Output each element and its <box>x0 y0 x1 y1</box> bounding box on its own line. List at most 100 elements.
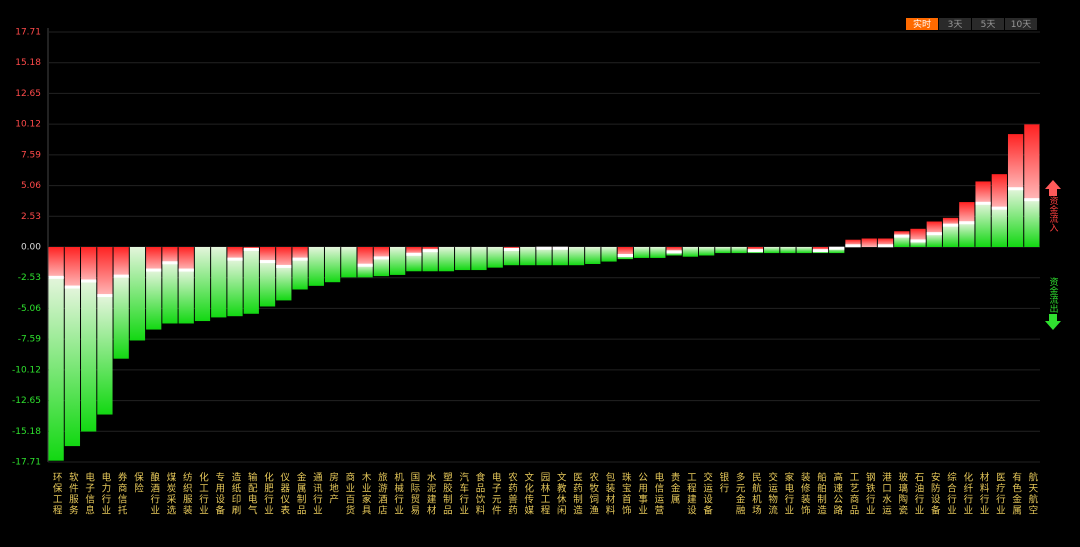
outflow-segment <box>406 254 422 272</box>
separator <box>536 246 552 250</box>
outflow-segment <box>926 233 942 247</box>
inflow-segment <box>1024 124 1040 200</box>
x-tick-label: 农牧饲渔 <box>587 471 599 516</box>
x-tick-label: 软件服务 <box>67 471 79 516</box>
x-tick-label: 造纸印刷 <box>230 471 242 516</box>
outflow-segment <box>910 240 926 247</box>
x-tick-label: 通讯行业 <box>311 472 323 516</box>
separator <box>357 263 373 267</box>
separator <box>926 232 942 236</box>
outflow-segment <box>422 250 438 272</box>
outflow-segment <box>390 247 406 275</box>
x-tick-label: 食品饮料 <box>473 471 485 516</box>
inflow-segment <box>845 239 861 246</box>
x-tick-label: 电力行业 <box>99 471 111 516</box>
x-tick-label: 有色金属 <box>1010 471 1022 516</box>
outflow-segment <box>698 247 715 256</box>
outflow-segment <box>455 247 471 271</box>
tab[interactable] <box>939 18 971 30</box>
x-tick-label: 公用事业 <box>636 472 648 516</box>
x-tick-label: 石油行业 <box>913 472 925 516</box>
outflow-segment <box>276 266 292 301</box>
inflow-segment <box>666 247 682 252</box>
x-tick-label: 电子元件 <box>490 471 502 516</box>
outflow-segment <box>471 247 487 271</box>
y-tick-label: 7.59 <box>21 150 41 160</box>
separator <box>552 246 568 250</box>
x-tick-label: 综合行业 <box>945 471 957 516</box>
y-tick-label: 12.65 <box>15 89 41 99</box>
separator <box>276 264 292 268</box>
inflow-segment <box>747 247 764 251</box>
inflow-segment <box>975 181 991 204</box>
separator <box>97 294 113 298</box>
outflow-segment <box>715 247 731 254</box>
inflow-segment <box>178 247 194 271</box>
tab[interactable] <box>972 18 1004 30</box>
separator <box>162 261 178 265</box>
x-tick-label: 航天航空 <box>1026 471 1038 516</box>
inflow-segment <box>292 247 308 260</box>
outflow-segment <box>959 222 975 247</box>
outflow-segment <box>780 247 796 254</box>
separator <box>178 268 194 272</box>
separator <box>991 206 1007 210</box>
side-in: 资金流入 <box>1045 180 1061 232</box>
separator <box>48 275 64 279</box>
x-tick-label: 环保工程 <box>51 472 63 516</box>
outflow-segment <box>48 277 64 461</box>
outflow-segment <box>796 247 812 254</box>
y-tick-label: -17.71 <box>12 458 41 468</box>
outflow-segment <box>894 236 910 247</box>
x-tick-label: 机械行业 <box>392 471 404 516</box>
outflow-segment <box>146 270 162 330</box>
inflow-segment <box>227 247 243 260</box>
x-tick-label: 多元金融 <box>734 471 746 516</box>
x-tick-label: 港口水运 <box>880 471 892 516</box>
x-tick-label: 仪器仪表 <box>278 472 290 516</box>
y-tick-label: 0.00 <box>21 243 41 253</box>
separator <box>845 244 861 248</box>
separator <box>1024 198 1040 202</box>
x-tick-label: 园林工程 <box>539 472 551 516</box>
tab[interactable] <box>906 18 938 30</box>
tab[interactable] <box>1005 18 1037 30</box>
separator <box>1007 187 1024 191</box>
x-tick-label: 化肥行业 <box>262 471 274 516</box>
outflow-segment <box>178 270 194 324</box>
inflow-segment <box>877 238 894 246</box>
x-tick-label: 安防设备 <box>929 471 941 516</box>
x-tick-label: 高速公路 <box>831 471 843 516</box>
x-tick-label: 工艺商品 <box>847 472 859 516</box>
legend-out: 资金流出 <box>1048 277 1059 314</box>
outflow-segment <box>292 259 308 290</box>
outflow-segment <box>373 257 390 277</box>
inflow-segment <box>812 247 829 251</box>
outflow-segment <box>666 251 682 256</box>
x-tick-label: 木业家具 <box>360 471 372 516</box>
y-tick-label: 17.71 <box>15 28 41 38</box>
inflow-segment <box>1007 134 1024 189</box>
outflow-segment <box>438 247 455 272</box>
outflow-segment <box>829 248 845 254</box>
x-tick-label: 医疗行业 <box>994 472 1006 516</box>
outflow-segment <box>1024 199 1040 247</box>
separator <box>877 244 894 248</box>
x-tick-label: 玻璃陶瓷 <box>896 471 908 516</box>
x-tick-label: 交运物流 <box>766 471 778 516</box>
outflow-segment <box>243 249 259 314</box>
outflow-segment <box>357 265 373 278</box>
inflow-segment <box>276 247 292 267</box>
separator <box>975 201 991 205</box>
outflow-segment <box>308 247 324 286</box>
x-tick-label: 钢铁行业 <box>864 471 876 516</box>
outflow-segment <box>731 247 747 254</box>
separator <box>829 246 845 250</box>
inflow-segment <box>357 247 373 266</box>
separator <box>942 223 959 227</box>
x-tick-label: 银行 <box>717 471 729 494</box>
x-tick-label: 化纤行业 <box>961 471 973 516</box>
y-tick-label: -7.59 <box>18 335 42 345</box>
separator <box>666 250 682 254</box>
